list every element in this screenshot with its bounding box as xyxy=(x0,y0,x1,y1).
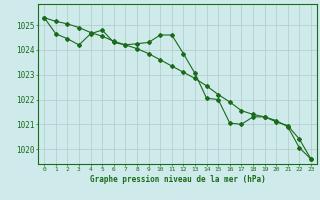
X-axis label: Graphe pression niveau de la mer (hPa): Graphe pression niveau de la mer (hPa) xyxy=(90,175,266,184)
